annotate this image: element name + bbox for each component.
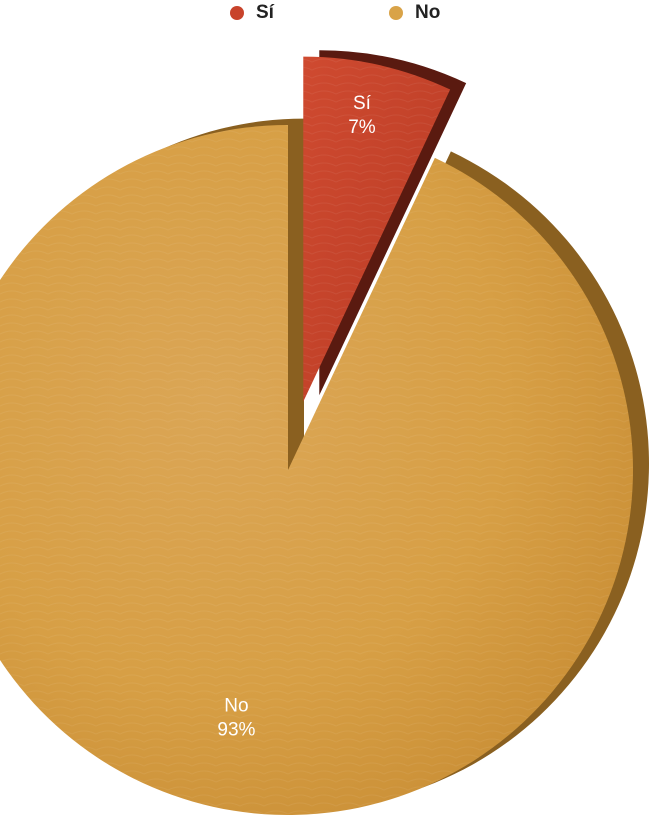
slice-category-label-si: Sí: [353, 93, 372, 114]
legend-label-no: No: [415, 2, 441, 23]
legend-swatch-no: [389, 6, 403, 20]
slice-category-label-no: No: [224, 695, 248, 716]
slice-percent-label-si: 7%: [348, 117, 376, 138]
pie-slice-texture-no: [0, 125, 633, 815]
pie-slice-texture-si: [303, 56, 451, 402]
legend-item-no[interactable]: No: [389, 2, 440, 24]
legend-swatch-si: [230, 6, 244, 20]
slice-percent-label-no: 93%: [217, 719, 255, 740]
chart-legend: Sí No: [0, 0, 655, 28]
legend-item-si[interactable]: Sí: [230, 2, 274, 24]
pie-slices: No 93% Sí 7%: [0, 50, 649, 815]
legend-label-si: Sí: [256, 2, 274, 23]
